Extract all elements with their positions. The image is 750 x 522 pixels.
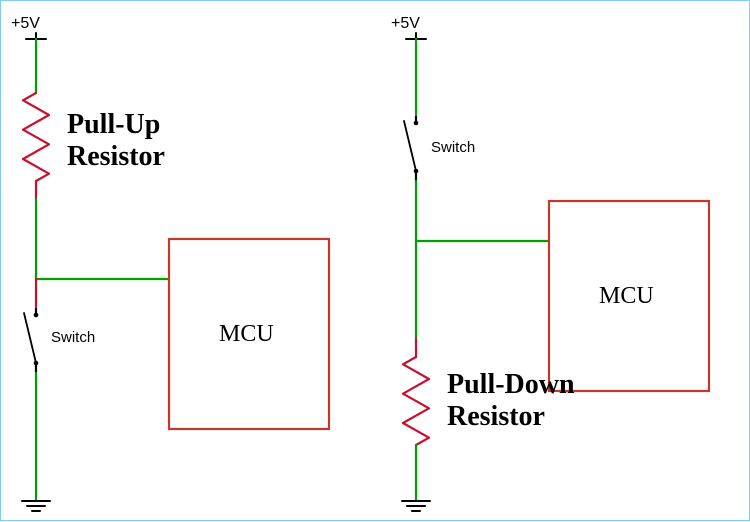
diagram-canvas: +5V Pull-UpResistor Switch MCU +5V Pull-…: [0, 0, 750, 521]
right-switch-arm: [404, 121, 416, 171]
left-switch-arm: [24, 313, 36, 363]
schematic-svg: [1, 1, 750, 522]
left-voltage-label: +5V: [11, 15, 40, 33]
left-title-text: Pull-UpResistor: [67, 109, 165, 172]
right-resistor: [403, 357, 429, 445]
left-resistor: [23, 93, 49, 181]
right-title: Pull-DownResistor: [447, 369, 575, 433]
left-switch-term-top: [34, 313, 39, 318]
left-mcu-label: MCU: [219, 321, 274, 348]
right-title-text: Pull-DownResistor: [447, 369, 575, 432]
right-switch-term-top: [414, 121, 419, 126]
right-mcu-label: MCU: [599, 283, 654, 310]
right-voltage-label: +5V: [391, 15, 420, 33]
right-switch-label: Switch: [431, 139, 475, 156]
left-title: Pull-UpResistor: [67, 109, 165, 173]
left-switch-label: Switch: [51, 329, 95, 346]
